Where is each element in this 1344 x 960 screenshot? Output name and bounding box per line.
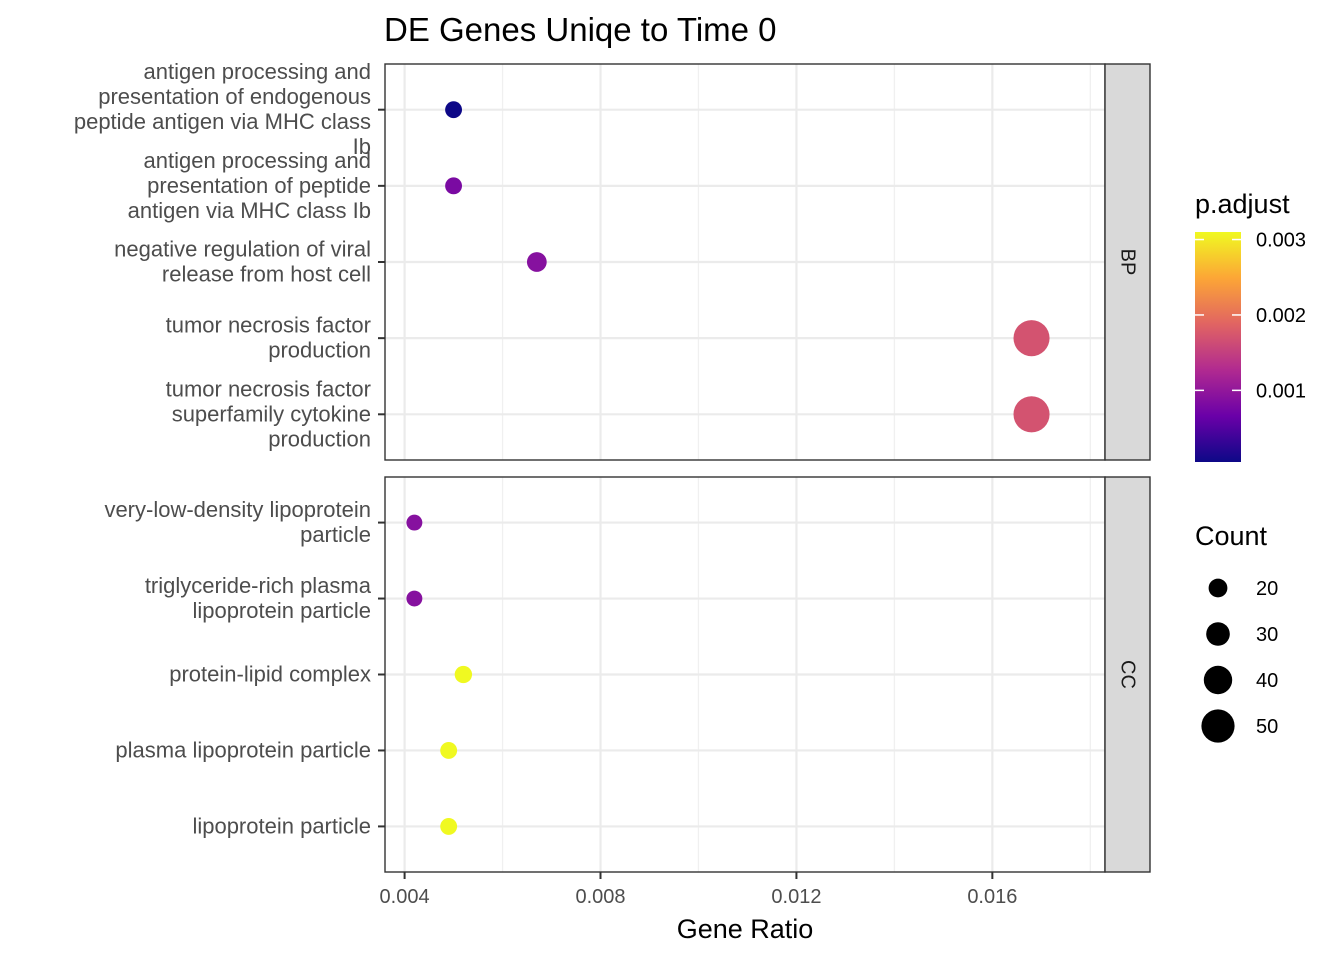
data-point xyxy=(445,101,463,119)
x-tick-label: 0.008 xyxy=(575,886,625,908)
data-point xyxy=(440,742,458,759)
facet-strip-label: CC xyxy=(1117,660,1139,689)
panel-cc: very-low-density lipoprotein particle trig… xyxy=(104,476,1151,873)
data-point xyxy=(406,590,423,607)
data-point xyxy=(1013,320,1050,357)
color-legend-title: p.adjust xyxy=(1195,189,1290,219)
y-tick-label: triglyceride-rich plasma lipoprotein part… xyxy=(145,573,372,623)
colorbar xyxy=(1195,232,1241,462)
data-point xyxy=(1013,396,1050,433)
colorbar-label: 0.002 xyxy=(1256,305,1306,327)
y-tick-label: negative regulation of viral release from… xyxy=(114,237,371,287)
y-tick-label: very-low-density lipoprotein particle xyxy=(104,497,371,547)
data-point xyxy=(445,177,463,195)
data-point xyxy=(440,817,458,835)
y-tick-label: lipoprotein particle xyxy=(192,813,371,838)
chart-title: DE Genes Uniqe to Time 0 xyxy=(384,11,777,48)
x-axis-title: Gene Ratio xyxy=(677,914,814,944)
x-tick-label: 0.016 xyxy=(967,886,1017,908)
colorbar-label: 0.003 xyxy=(1256,230,1306,252)
y-tick-label: protein-lipid complex xyxy=(169,662,371,687)
size-legend-key xyxy=(1201,709,1235,743)
y-tick-label: antigen processing and presentation of pe… xyxy=(128,148,371,223)
panel-bp: antigen processing and presentation of en… xyxy=(74,59,1151,461)
size-legend-key xyxy=(1203,665,1233,695)
y-tick-label: plasma lipoprotein particle xyxy=(115,737,371,762)
size-legend-key xyxy=(1206,622,1230,646)
y-tick-label: antigen processing and presentation of en… xyxy=(74,59,371,159)
y-tick-label: tumor necrosis factor production xyxy=(166,313,371,363)
size-legend-label: 20 xyxy=(1256,578,1278,600)
facet-strip xyxy=(1104,476,1151,873)
size-legend-label: 30 xyxy=(1256,624,1278,646)
x-tick-label: 0.012 xyxy=(771,886,821,908)
data-point xyxy=(526,252,547,272)
data-point xyxy=(406,514,423,531)
y-tick-label: tumor necrosis factor superfamily cytokin… xyxy=(166,376,371,451)
colorbar-label: 0.001 xyxy=(1256,380,1306,402)
size-legend-key xyxy=(1208,578,1228,598)
facet-strip xyxy=(1104,63,1151,461)
facet-strip-label: BP xyxy=(1117,249,1139,276)
x-tick-label: 0.004 xyxy=(380,886,430,908)
size-legend-title: Count xyxy=(1195,521,1268,551)
data-point xyxy=(454,665,473,684)
size-legend-label: 40 xyxy=(1256,670,1278,692)
size-legend-label: 50 xyxy=(1256,716,1278,738)
